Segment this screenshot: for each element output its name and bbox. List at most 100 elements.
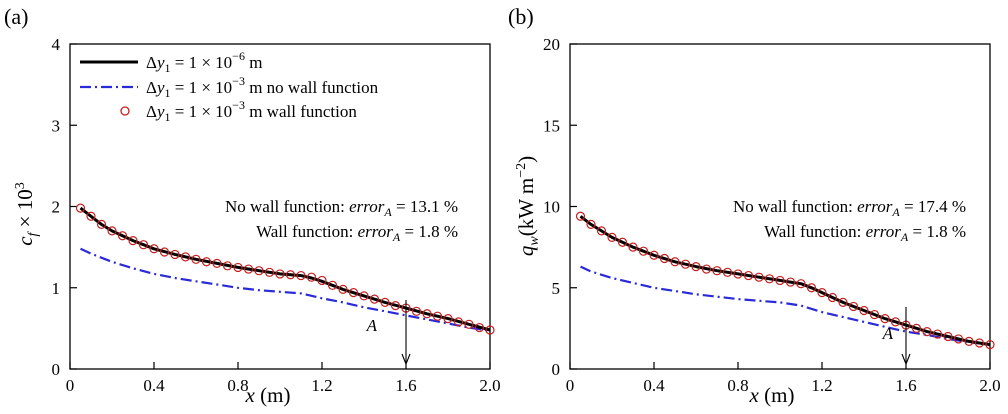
panel-a-point-a-label: A [366, 316, 378, 335]
panel-b-arrow-head [901, 353, 911, 366]
panel-a-wall-function-point [285, 270, 296, 280]
panel-a-wall-function-point [191, 254, 201, 264]
panel-b-wall-function-point [796, 279, 806, 289]
panel-a-wall-function-point [369, 294, 380, 304]
panel-b-wall-function-point [712, 266, 722, 276]
legend: Δy1 = 1 × 10−6 m Δy1 = 1 × 10−3 m no wal… [80, 49, 379, 124]
panel-b-wall-function-point [691, 262, 701, 272]
panel-a-series [75, 203, 495, 335]
panel-a-wall-function-point [233, 262, 243, 273]
panel-a-arrow-head [401, 353, 411, 366]
panel-a-wall-function-point [453, 317, 464, 327]
panel-a-x-tick-label: 0 [66, 376, 75, 395]
panel-b-wall-function-point [922, 327, 932, 337]
panel-b-wall-function-point [575, 211, 586, 221]
panel-a: (a) 0 0.4 0.8 1.2 1.6 2.0 0 1 2 3 4 x (m) cf × 10… [4, 4, 501, 407]
panel-b-wall-function-point [775, 275, 785, 286]
panel-a-y-tick-label: 1 [52, 279, 61, 298]
panel-a-y-ticks: 0 1 2 3 4 [52, 35, 77, 379]
panel-a-wall-function-point [411, 306, 422, 316]
panel-b-wall-function-point [680, 259, 691, 269]
panel-b-wall-function-point [628, 242, 638, 252]
panel-b-wall-function-point [890, 317, 901, 327]
panel-b-wall-function-point [659, 253, 670, 264]
panel-a-wall-function-point [75, 203, 86, 213]
panel-a-wall-function-point [201, 257, 212, 267]
panel-a-x-tick-label: 2.0 [479, 376, 500, 395]
panel-b-wall-function-point [722, 267, 733, 277]
panel-b-point-a-label: A [882, 324, 894, 343]
panel-a-wall-function-point [317, 275, 327, 286]
panel-a-y-axis-title: cf × 103 [13, 182, 41, 246]
panel-b-annotation-wall: Wall function: errorA = 1.8 % [764, 222, 966, 244]
panel-b-wall-function-point [911, 323, 922, 333]
panel-a-wall-function-point [474, 322, 485, 333]
panel-b-point-a-arrow [901, 307, 911, 366]
panel-b-wall-function-point [932, 329, 943, 339]
panel-b-wall-function-point [754, 272, 764, 282]
panel-b-annotation-no-wall: No wall function: errorA = 17.4 % [733, 197, 966, 219]
panel-b-x-tick-label: 0.8 [727, 376, 748, 395]
panel-a-wall-function-point [338, 284, 348, 294]
panel-b-y-axis-title: qw(kW m−2) [514, 156, 542, 256]
panel-b-label: (b) [508, 4, 534, 29]
panel-a-y-tick-label: 0 [52, 360, 61, 379]
legend-label-no-wall-function: Δy1 = 1 × 10−3 m no wall function [146, 74, 379, 100]
panel-b-wall-function-point [607, 232, 617, 242]
panel-a-wall-function-point [128, 236, 138, 246]
panel-a-x-ticks: 0 0.4 0.8 1.2 1.6 2.0 [66, 362, 501, 395]
panel-a-x-tick-label: 1.2 [311, 376, 332, 395]
panel-b-wall-function-point [596, 226, 607, 236]
panel-b-wall-function-point [964, 336, 974, 346]
panel-b-wall-function-point [827, 292, 838, 303]
panel-a-x-tick-label: 0.4 [143, 376, 165, 395]
panel-a-wall-function-point [380, 297, 390, 307]
panel-a-wall-function-point [275, 269, 285, 279]
panel-a-wall-function-point [107, 226, 117, 236]
panel-b-y-tick-label: 5 [552, 279, 561, 298]
panel-a-x-axis-title: x (m) [245, 383, 291, 407]
panel-a-annotation-no-wall: No wall function: errorA = 13.1 % [225, 197, 458, 219]
panel-b-y-tick-label: 10 [543, 198, 560, 217]
panel-a-y-tick-label: 4 [52, 35, 61, 54]
panel-b-wall-function-point [586, 219, 596, 229]
panel-b-wall-function-point [869, 309, 880, 320]
panel-a-wall-function-point [327, 280, 338, 290]
panel-b: (b) 0 0.4 0.8 1.2 1.6 2.0 0 5 10 15 20 x (m) qw(k… [508, 4, 1001, 407]
panel-b-x-tick-label: 0 [566, 376, 575, 395]
panel-a-wall-function-point [296, 270, 306, 281]
panel-a-wall-function-point [149, 244, 159, 254]
panel-a-wall-function-point [264, 267, 275, 277]
panel-a-wall-function-point [159, 247, 170, 257]
panel-a-wall-function-point [254, 266, 264, 276]
panel-a-y-tick-label: 3 [52, 116, 61, 135]
panel-a-wall-function-point [117, 231, 128, 241]
panel-b-y-ticks: 0 5 10 15 20 [543, 35, 577, 379]
panel-a-x-tick-label: 0.8 [227, 376, 248, 395]
panel-a-wall-function-point [422, 309, 432, 319]
panel-a-wall-function-point [359, 291, 369, 301]
panel-b-wall-function-point [701, 264, 712, 274]
panel-b-x-tick-label: 1.6 [895, 376, 916, 395]
panel-b-wall-function-point [806, 283, 817, 293]
panel-b-wall-function-point [838, 297, 848, 307]
panel-a-wall-function-point [180, 252, 191, 262]
panel-b-y-tick-label: 20 [543, 35, 560, 54]
panel-b-wall-function-point [785, 277, 796, 287]
panel-a-x-tick-label: 1.6 [395, 376, 416, 395]
panel-a-no-wall-function-line [80, 247, 491, 332]
panel-b-wall-function-point [638, 246, 649, 256]
panel-b-wall-function-point [985, 340, 995, 350]
panel-a-label: (a) [4, 4, 28, 29]
panel-b-wall-function-point [974, 338, 985, 348]
panel-a-wall-function-point [222, 261, 233, 271]
panel-b-y-tick-label: 0 [552, 360, 561, 379]
panel-a-point-a-arrow [401, 300, 411, 366]
legend-label-wall-function: Δy1 = 1 × 10−3 m wall function [146, 98, 357, 124]
legend-swatch-marker [120, 106, 130, 116]
panel-b-wall-function-point [764, 274, 775, 284]
panel-b-series [575, 211, 995, 350]
panel-b-wall-function-point [743, 270, 754, 281]
panel-b-wall-function-point [859, 305, 869, 316]
